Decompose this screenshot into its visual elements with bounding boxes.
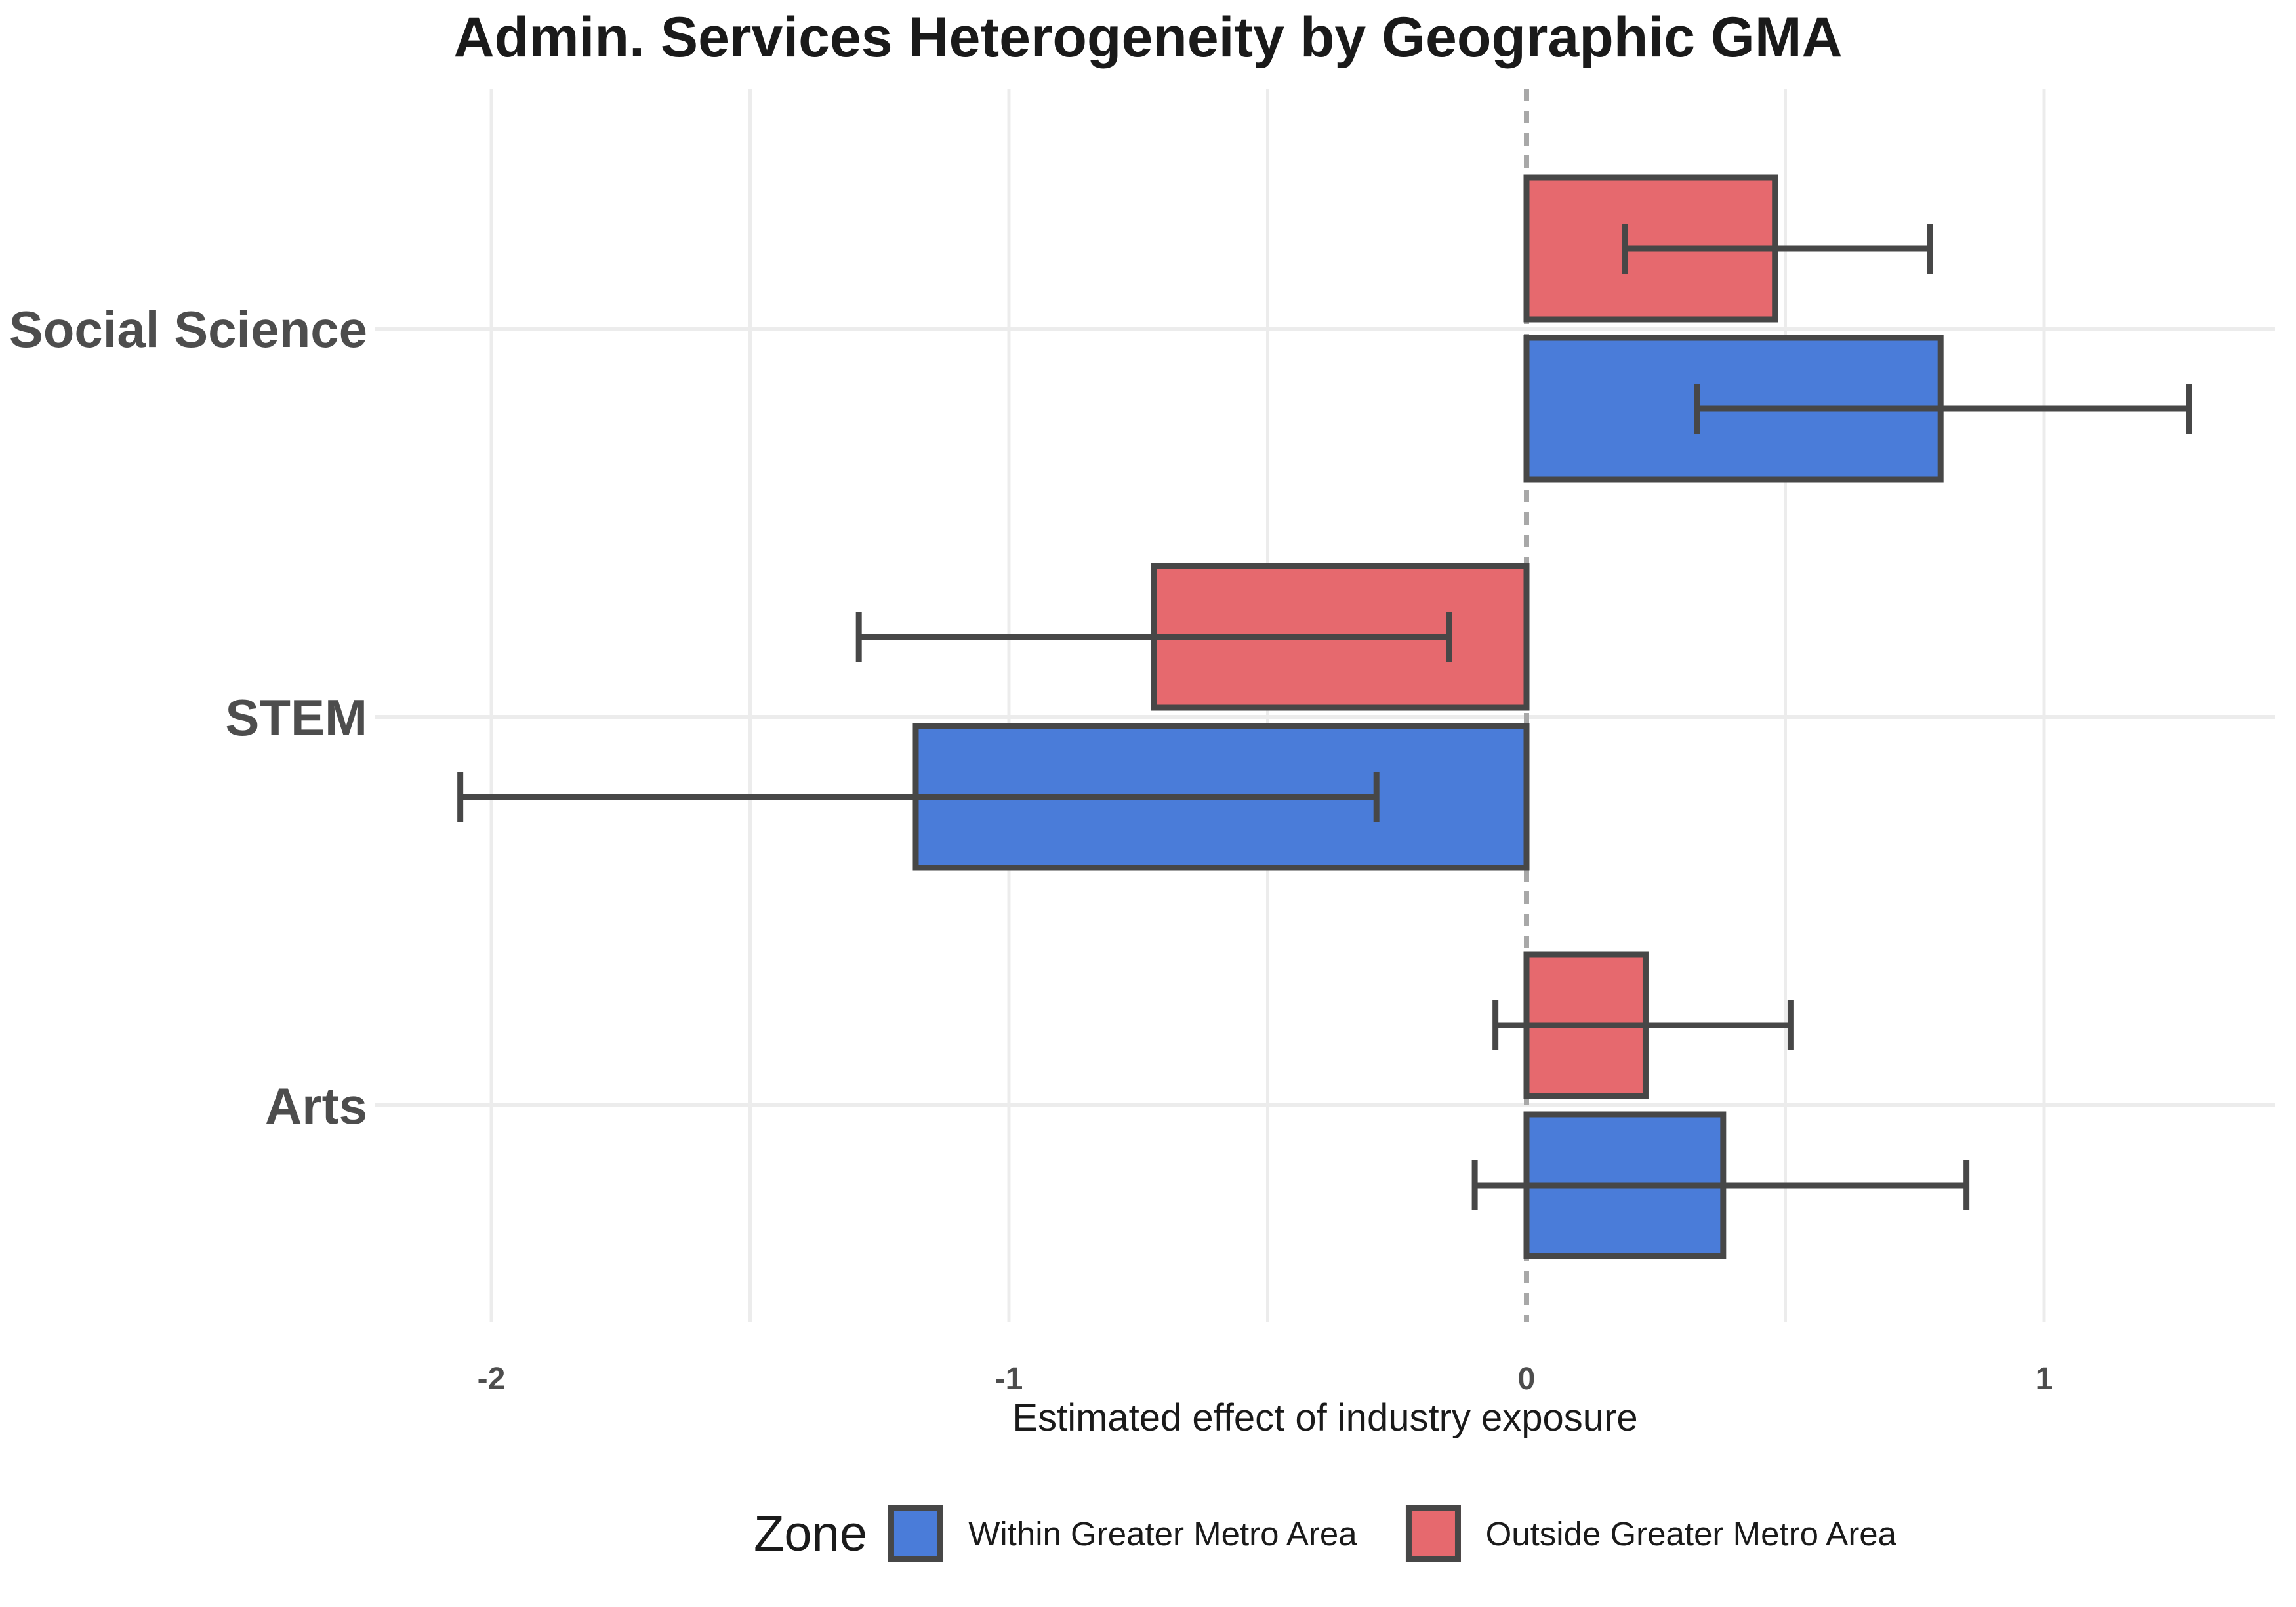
x-tick-label-2: -2 [478,1362,506,1396]
legend-item-outside: Outside Greater Metro Area [1405,1505,1897,1562]
y-axis-label-arts: Arts [265,1077,367,1135]
x-tick-label-1: 1 [2036,1362,2053,1396]
legend-item-within: Within Greater Metro Area [888,1505,1357,1562]
chart-title: Admin. Services Heterogeneity by Geograp… [453,6,1843,69]
legend-label-outside: Outside Greater Metro Area [1485,1515,1897,1553]
legend-key-outside-swatch [1405,1505,1461,1562]
legend-label-within: Within Greater Metro Area [968,1515,1357,1553]
legend-title: Zone [753,1505,868,1562]
x-axis-title: Estimated effect of industry exposure [1012,1396,1638,1439]
x-tick-label-1: -1 [995,1362,1023,1396]
legend-key-within-swatch [888,1505,944,1562]
x-tick-label-0: 0 [1518,1362,1536,1396]
y-axis-label-social-science: Social Science [9,300,367,358]
legend: Zone Within Greater Metro Area Outside G… [754,1505,1896,1562]
y-axis-label-stem: STEM [225,689,367,746]
